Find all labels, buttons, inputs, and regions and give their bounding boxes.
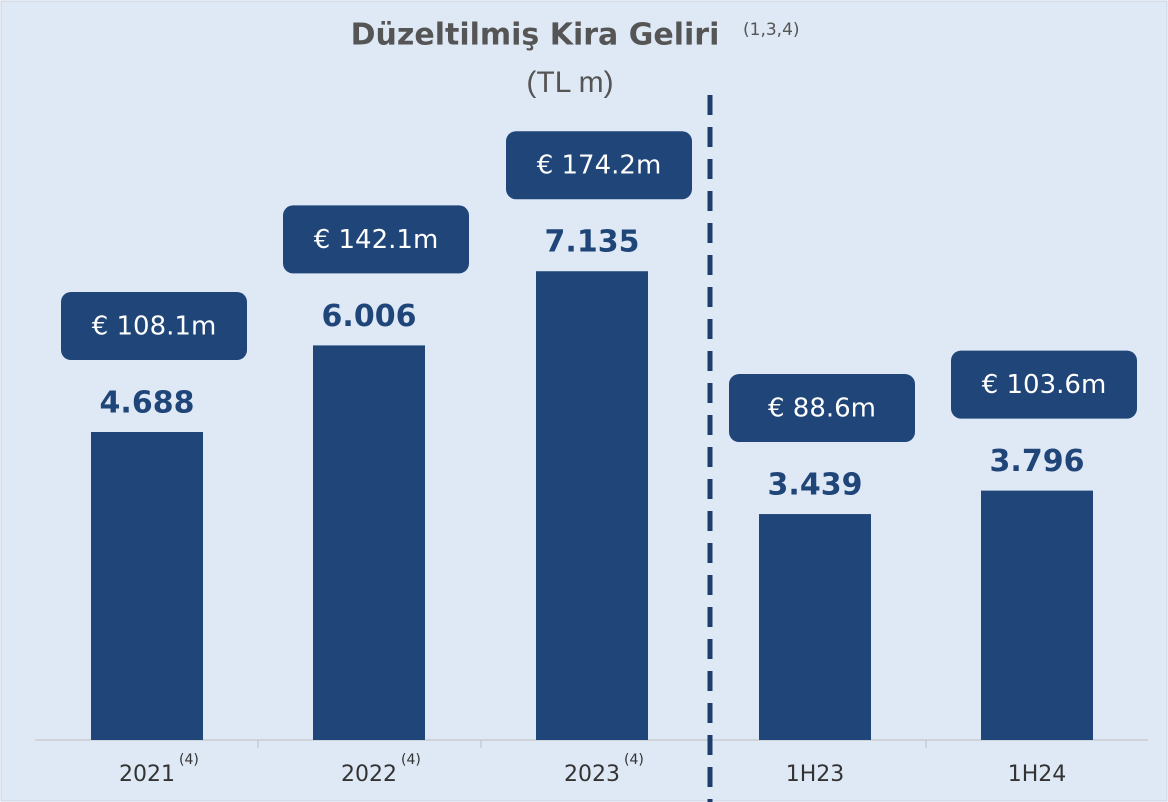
bar <box>313 345 425 740</box>
annotation-box <box>506 131 692 200</box>
value-label: 3.439 <box>768 468 863 503</box>
category-note: (4) <box>401 752 421 768</box>
title-note: (1,3,4) <box>743 20 800 40</box>
x-tick-label: 2021 <box>119 762 175 787</box>
category-note: (4) <box>179 752 199 768</box>
value-label: 3.796 <box>990 444 1085 479</box>
annotation: € 108.1m <box>92 311 217 341</box>
annotation: € 88.6m <box>768 394 876 424</box>
chart-subtitle: (TL m) <box>526 66 613 99</box>
bar <box>91 431 203 740</box>
x-tick-label: 2022 <box>341 762 397 787</box>
bar <box>536 271 648 740</box>
category-note: (4) <box>624 752 644 768</box>
annotation: € 142.1m <box>314 225 439 255</box>
x-tick-label: 1H23 <box>786 762 845 787</box>
value-label: 4.688 <box>100 385 195 420</box>
annotation-box <box>283 205 469 274</box>
annotation-box <box>729 374 915 443</box>
annotation: € 174.2m <box>537 151 662 181</box>
value-label: 6.006 <box>322 299 417 334</box>
bar <box>759 514 871 740</box>
x-tick-label: 1H24 <box>1008 762 1067 787</box>
annotation-box <box>61 291 247 360</box>
annotation-box <box>951 350 1137 419</box>
annotation: € 103.6m <box>982 370 1107 400</box>
chart-title: Düzeltilmiş Kira Geliri <box>351 18 720 53</box>
value-label: 7.135 <box>545 225 640 260</box>
x-tick-label: 2023 <box>564 762 620 787</box>
bar <box>981 490 1093 740</box>
